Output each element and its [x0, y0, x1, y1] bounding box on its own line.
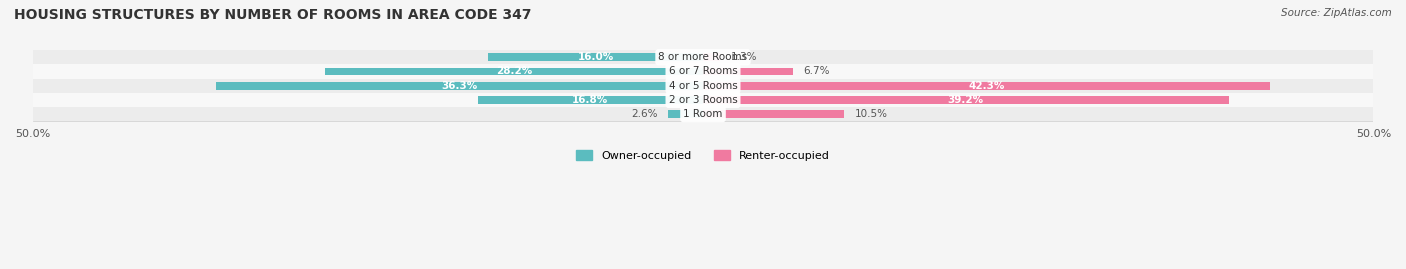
Bar	[478, 96, 703, 104]
Bar	[32, 93, 1374, 107]
Text: 16.8%: 16.8%	[572, 95, 609, 105]
Text: 4 or 5 Rooms: 4 or 5 Rooms	[669, 81, 737, 91]
Text: 36.3%: 36.3%	[441, 81, 478, 91]
Text: HOUSING STRUCTURES BY NUMBER OF ROOMS IN AREA CODE 347: HOUSING STRUCTURES BY NUMBER OF ROOMS IN…	[14, 8, 531, 22]
Text: Source: ZipAtlas.com: Source: ZipAtlas.com	[1281, 8, 1392, 18]
Bar	[32, 50, 1374, 64]
Text: 42.3%: 42.3%	[969, 81, 1005, 91]
Text: 16.0%: 16.0%	[578, 52, 614, 62]
Bar	[703, 68, 793, 75]
Text: 6 or 7 Rooms: 6 or 7 Rooms	[669, 66, 737, 76]
Bar	[325, 68, 703, 75]
Text: 2.6%: 2.6%	[631, 109, 658, 119]
Bar	[32, 107, 1374, 121]
Text: 8 or more Rooms: 8 or more Rooms	[658, 52, 748, 62]
Bar	[488, 53, 703, 61]
Bar	[703, 110, 844, 118]
Text: 39.2%: 39.2%	[948, 95, 984, 105]
Text: 28.2%: 28.2%	[496, 66, 531, 76]
Bar	[703, 96, 1229, 104]
Bar	[217, 82, 703, 90]
Bar	[32, 64, 1374, 79]
Text: 10.5%: 10.5%	[855, 109, 887, 119]
Text: 6.7%: 6.7%	[804, 66, 830, 76]
Bar	[703, 53, 720, 61]
Text: 2 or 3 Rooms: 2 or 3 Rooms	[669, 95, 737, 105]
Bar	[668, 110, 703, 118]
Text: 1 Room: 1 Room	[683, 109, 723, 119]
Bar	[703, 82, 1270, 90]
Text: 1.3%: 1.3%	[731, 52, 758, 62]
Bar	[32, 79, 1374, 93]
Legend: Owner-occupied, Renter-occupied: Owner-occupied, Renter-occupied	[576, 150, 830, 161]
